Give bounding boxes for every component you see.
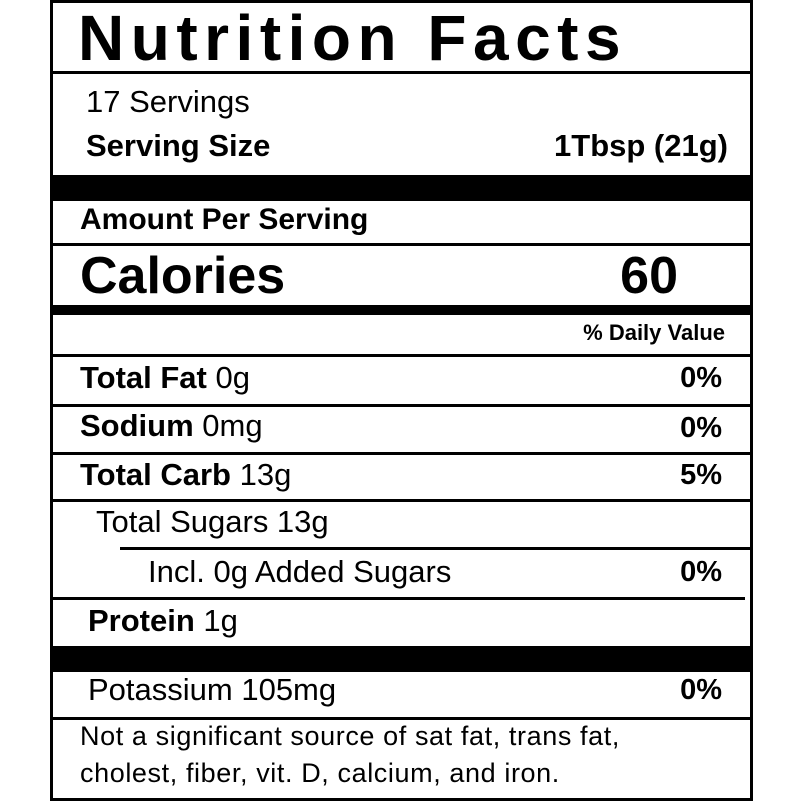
amount-per-serving: Amount Per Serving [80, 203, 369, 236]
calories-value: 60 [620, 247, 678, 305]
dv-total-carb: 5% [680, 459, 722, 491]
nutrient-sodium: Sodium 0mg [80, 408, 263, 443]
dv-added-sugars: 0% [680, 556, 722, 588]
divider [50, 717, 750, 720]
divider [50, 597, 745, 600]
nutrient-added-sugars: Incl. 0g Added Sugars [148, 554, 452, 589]
daily-value-header: % Daily Value [583, 320, 725, 345]
calories-label: Calories [80, 247, 286, 305]
serving-size-label: Serving Size [86, 128, 271, 163]
label-title: Nutrition Facts [78, 2, 628, 74]
nutrient-potassium: Potassium 105mg [88, 672, 337, 707]
thick-divider [50, 646, 750, 672]
thick-divider [50, 175, 750, 201]
nutrient-protein: Protein 1g [88, 603, 238, 638]
nutrient-total-fat: Total Fat 0g [80, 360, 250, 395]
dv-potassium: 0% [680, 674, 722, 706]
nutrient-total-sugars: Total Sugars 13g [96, 504, 329, 539]
servings-count: 17 Servings [86, 84, 250, 119]
divider [50, 404, 750, 407]
footnote-line-1: Not a significant source of sat fat, tra… [80, 721, 620, 751]
divider [50, 243, 750, 246]
thick-divider [50, 305, 750, 315]
divider [50, 452, 750, 455]
serving-size-value: 1Tbsp (21g) [554, 128, 728, 163]
dv-sodium: 0% [680, 412, 722, 444]
divider [50, 71, 750, 74]
footnote-line-2: cholest, fiber, vit. D, calcium, and iro… [80, 758, 560, 788]
divider [50, 499, 750, 502]
nutrient-total-carb: Total Carb 13g [80, 457, 292, 492]
divider [50, 354, 750, 357]
divider [120, 547, 750, 550]
dv-total-fat: 0% [680, 362, 722, 394]
